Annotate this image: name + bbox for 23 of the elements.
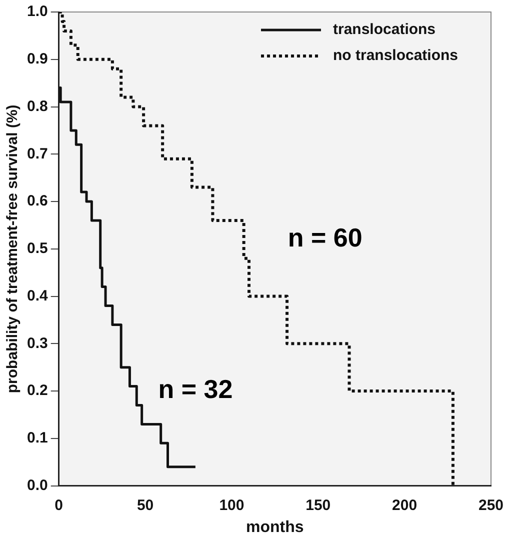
x-tick-label: 200 <box>392 496 418 514</box>
x-tick-label: 0 <box>54 496 64 514</box>
annotation: n = 32 <box>158 374 233 404</box>
x-tick-label: 100 <box>219 496 244 514</box>
y-tick-label: 0.3 <box>26 334 48 352</box>
legend-label: translocations <box>333 21 436 38</box>
y-tick-label: 1.0 <box>26 3 48 20</box>
y-tick-label: 0.7 <box>26 145 48 162</box>
y-tick-label: 0.9 <box>26 50 48 68</box>
y-tick-label: 0.6 <box>26 192 48 210</box>
x-tick-label: 250 <box>478 496 504 514</box>
y-tick-label: 0.1 <box>26 430 48 447</box>
y-axis-title: probability of treatment-free survival (%) <box>4 104 22 394</box>
y-tick-label: 0.2 <box>26 382 48 400</box>
y-tick-label: 0.4 <box>26 287 48 304</box>
x-axis-title: months <box>246 518 304 536</box>
y-tick-label: 0.0 <box>26 476 48 494</box>
legend-label: no translocations <box>333 47 458 64</box>
y-tick-label: 0.8 <box>26 98 48 115</box>
y-tick-label: 0.5 <box>26 240 48 258</box>
annotation: n = 60 <box>288 222 362 253</box>
x-tick-label: 150 <box>306 496 331 514</box>
x-tick-label: 50 <box>136 496 154 514</box>
